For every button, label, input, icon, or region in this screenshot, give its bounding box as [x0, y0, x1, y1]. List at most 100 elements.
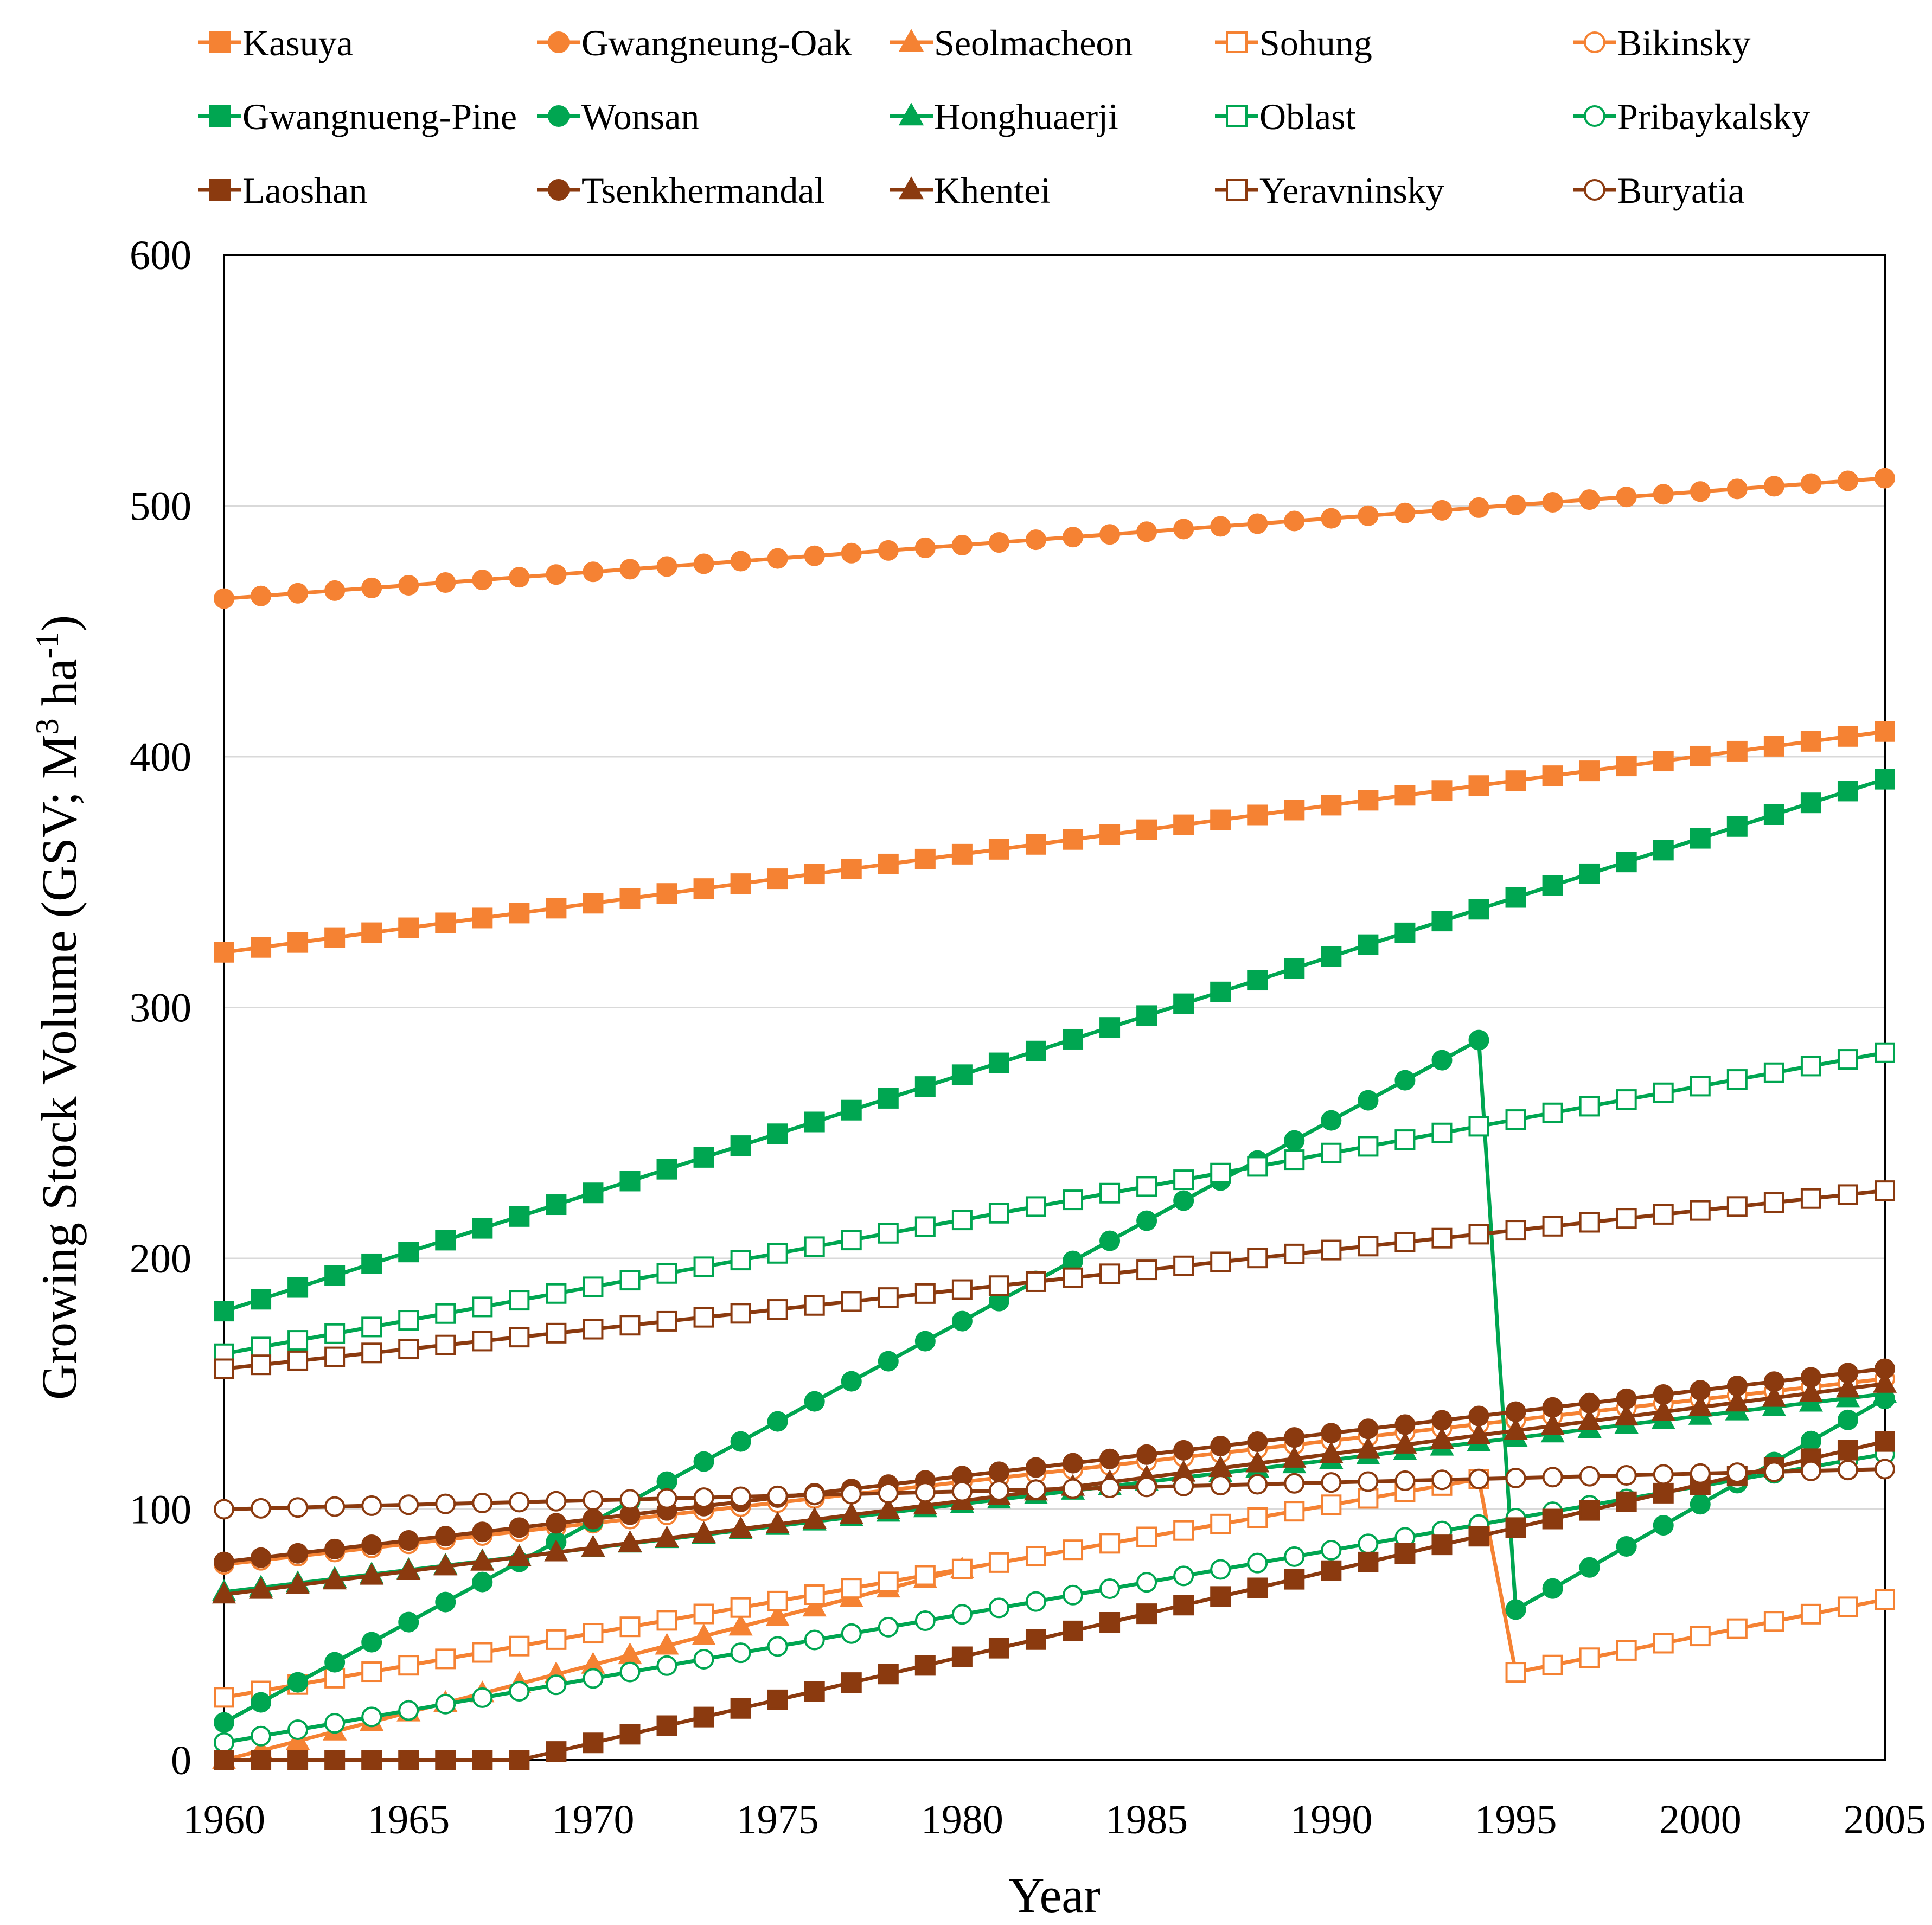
data-point-wonsan-1978 — [878, 1351, 899, 1372]
y-tick-label-100: 100 — [130, 1487, 191, 1533]
data-point-gwangneung-oak-2001 — [1726, 478, 1748, 500]
data-point-gwangneung-oak-1983 — [1063, 527, 1084, 548]
data-point-gwangnueng-pine-1968 — [509, 1206, 530, 1227]
data-point-sohung-1983 — [1063, 1539, 1084, 1561]
series-line-bikinsky — [223, 1377, 1885, 1566]
data-point-kasuya-1979 — [914, 848, 936, 869]
data-point-gwangnueng-pine-1986 — [1173, 993, 1194, 1014]
data-point-oblast-2001 — [1726, 1069, 1748, 1090]
data-point-sohung-1978 — [878, 1571, 899, 1593]
data-point-sohung-1980 — [951, 1558, 973, 1579]
legend-label-oblast: Oblast — [1259, 96, 1356, 137]
y-axis-title-unit: ha — [31, 659, 87, 719]
data-point-gwangneung-oak-1994 — [1468, 497, 1489, 518]
data-point-gwangnueng-pine-1998 — [1616, 852, 1637, 873]
data-point-buryatia-1999 — [1653, 1464, 1674, 1485]
x-tick-label-1975: 1975 — [737, 1797, 819, 1843]
data-point-khentei-1998 — [1614, 1403, 1639, 1426]
data-point-khentei-2003 — [1799, 1380, 1823, 1402]
data-point-oblast-1992 — [1394, 1129, 1416, 1150]
y-tick-label-200: 200 — [130, 1236, 191, 1282]
data-point-gwangnueng-pine-1981 — [988, 1052, 1009, 1073]
data-point-khentei-1989 — [1282, 1446, 1307, 1468]
data-point-sohung-2003 — [1800, 1603, 1821, 1625]
data-point-laoshan-1994 — [1468, 1526, 1489, 1547]
data-point-pribaykalsky-1975 — [767, 1636, 788, 1657]
data-point-gwangnueng-pine-1985 — [1136, 1005, 1157, 1026]
data-point-wonsan-1996 — [1542, 1578, 1563, 1599]
data-point-buryatia-1971 — [619, 1489, 641, 1510]
data-point-yeravninsky-1997 — [1579, 1212, 1600, 1233]
data-point-buryatia-1973 — [693, 1487, 714, 1508]
data-point-tsenkhermandal-1983 — [1063, 1453, 1084, 1474]
data-point-kasuya-1982 — [1025, 834, 1046, 855]
data-point-kasuya-1971 — [619, 888, 641, 909]
data-point-buryatia-1980 — [951, 1481, 973, 1502]
data-point-yeravninsky-1990 — [1321, 1239, 1342, 1261]
data-point-gwangneung-oak-1964 — [361, 577, 382, 598]
legend-label-honghuaerji: Honghuaerji — [934, 96, 1118, 137]
data-point-pribaykalsky-1976 — [804, 1629, 825, 1651]
data-point-gwangnueng-pine-1965 — [398, 1242, 419, 1263]
data-point-gwangneung-oak-1975 — [767, 548, 788, 569]
data-point-kasuya-1961 — [251, 937, 272, 958]
legend-item-gwangneung-oak: Gwangneung-Oak — [537, 22, 852, 63]
data-point-yeravninsky-1995 — [1505, 1220, 1526, 1241]
data-point-kasuya-2004 — [1837, 726, 1858, 747]
data-point-gwangneung-oak-1963 — [324, 580, 346, 601]
data-point-khentei-2004 — [1835, 1376, 1860, 1398]
data-point-gwangneung-oak-1985 — [1136, 521, 1157, 542]
data-point-kasuya-1981 — [988, 839, 1009, 860]
series-sohung — [214, 1469, 1895, 1708]
data-point-laoshan-1973 — [693, 1706, 714, 1728]
x-tick-label-1995: 1995 — [1475, 1797, 1557, 1843]
data-point-sohung-2000 — [1690, 1626, 1711, 1647]
data-point-yeravninsky-1963 — [324, 1346, 346, 1367]
data-point-khentei-1979 — [913, 1493, 937, 1515]
data-point-wonsan-1966 — [435, 1591, 456, 1613]
data-point-buryatia-1964 — [361, 1495, 382, 1516]
data-point-wonsan-1992 — [1394, 1070, 1416, 1091]
data-point-pribaykalsky-1965 — [398, 1700, 419, 1721]
y-tick-label-400: 400 — [130, 734, 191, 780]
data-point-gwangneung-oak-2005 — [1875, 468, 1895, 489]
legend-item-seolmacheon: Seolmacheon — [890, 22, 1133, 63]
data-point-sohung-1966 — [435, 1648, 456, 1670]
data-point-gwangneung-oak-1986 — [1173, 519, 1194, 540]
data-point-laoshan-1971 — [619, 1724, 641, 1745]
data-point-tsenkhermandal-1986 — [1173, 1440, 1194, 1461]
data-point-gwangneung-oak-1965 — [398, 574, 419, 596]
data-point-buryatia-1966 — [435, 1493, 456, 1514]
data-point-gwangnueng-pine-1961 — [251, 1289, 272, 1310]
data-point-kasuya-2000 — [1690, 745, 1711, 766]
data-point-yeravninsky-1973 — [693, 1307, 714, 1328]
x-tick-label-1980: 1980 — [921, 1797, 1003, 1843]
data-point-yeravninsky-1984 — [1099, 1263, 1121, 1284]
data-point-yeravninsky-1968 — [509, 1327, 530, 1348]
data-point-pribaykalsky-1986 — [1173, 1565, 1194, 1587]
data-point-gwangneung-oak-1971 — [619, 559, 641, 580]
data-point-pribaykalsky-1962 — [287, 1719, 309, 1740]
data-point-tsenkhermandal-1994 — [1468, 1405, 1489, 1427]
data-point-kasuya-1989 — [1284, 800, 1305, 821]
data-point-laoshan-1965 — [398, 1750, 419, 1770]
data-point-sohung-1989 — [1284, 1501, 1305, 1522]
data-point-buryatia-1970 — [583, 1490, 604, 1511]
data-point-gwangnueng-pine-1963 — [324, 1265, 346, 1286]
data-point-laoshan-1961 — [251, 1750, 272, 1770]
data-point-sohung-1981 — [988, 1552, 1009, 1573]
data-point-gwangneung-oak-1995 — [1505, 494, 1526, 515]
series-oblast — [214, 1042, 1895, 1364]
data-point-yeravninsky-1960 — [214, 1358, 234, 1379]
series-line-sohung — [223, 1477, 1885, 1699]
data-point-khentei-1977 — [839, 1502, 863, 1524]
data-point-khentei-1992 — [1393, 1431, 1417, 1454]
data-point-oblast-1963 — [324, 1323, 346, 1344]
data-point-khentei-1993 — [1430, 1427, 1454, 1449]
data-point-gwangneung-oak-1992 — [1394, 502, 1416, 523]
data-point-gwangneung-oak-1962 — [287, 583, 309, 604]
data-point-wonsan-1974 — [730, 1431, 751, 1452]
data-point-gwangneung-oak-1984 — [1099, 524, 1121, 545]
data-point-buryatia-1972 — [656, 1488, 677, 1509]
data-point-kasuya-2001 — [1726, 740, 1748, 762]
